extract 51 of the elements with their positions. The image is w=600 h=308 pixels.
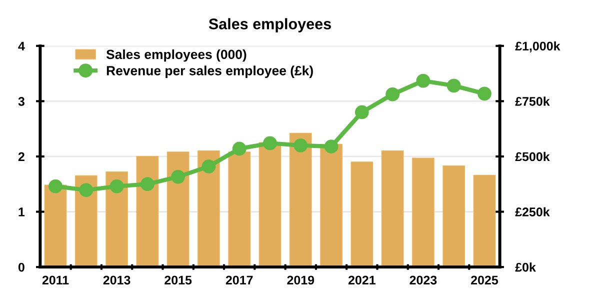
point (48, 179, 62, 194)
bar (320, 144, 342, 268)
y2-tick-label: £500k (515, 152, 550, 162)
y2-tick-label: £750k (515, 96, 550, 106)
point (354, 105, 369, 120)
y-tick-label: 3 (18, 96, 24, 106)
x-tick-label: 2011 (42, 276, 69, 285)
point (386, 87, 400, 102)
point (324, 140, 338, 154)
bar (228, 152, 251, 268)
bar (381, 150, 404, 268)
y-tick-label: 1 (18, 208, 25, 216)
x-tick-label: 2013 (103, 276, 130, 285)
x-tick-label: 2015 (164, 276, 192, 285)
chart-title: Sales employees (208, 18, 331, 32)
point (140, 177, 154, 192)
x-tick-label: 2023 (410, 276, 437, 285)
y2-tick-label: £250k (515, 207, 550, 216)
point (171, 170, 186, 184)
bar (106, 172, 128, 268)
point (79, 183, 94, 198)
x-tick-label: 2017 (226, 276, 253, 285)
point (202, 159, 216, 174)
bar (442, 165, 465, 268)
legend-label: Revenue per sales employee (£k) (106, 66, 313, 78)
y-tick-label: 4 (18, 42, 25, 50)
point (416, 74, 430, 88)
point (232, 142, 246, 156)
bar (350, 162, 374, 268)
point (110, 179, 124, 194)
legend-label: Sales employees (000) (106, 49, 246, 62)
y2-tick-label: £0k (515, 262, 536, 272)
bar (289, 132, 312, 268)
point (263, 136, 277, 150)
point (294, 138, 308, 152)
point (446, 78, 461, 93)
x-tick-label: 2019 (287, 276, 314, 285)
bar (44, 184, 67, 268)
bar (258, 142, 282, 268)
bar (473, 174, 496, 268)
bar (166, 152, 190, 268)
y-tick-label: 2 (18, 152, 24, 161)
y2-tick-label: £1,000k (515, 41, 560, 52)
bar (75, 175, 98, 268)
bar (136, 156, 159, 268)
y-tick-label: 0 (18, 262, 24, 272)
x-tick-label: 2025 (471, 276, 498, 285)
bar (198, 150, 220, 268)
x-tick-label: 2021 (348, 276, 376, 285)
bar (412, 158, 434, 268)
point (478, 86, 492, 101)
